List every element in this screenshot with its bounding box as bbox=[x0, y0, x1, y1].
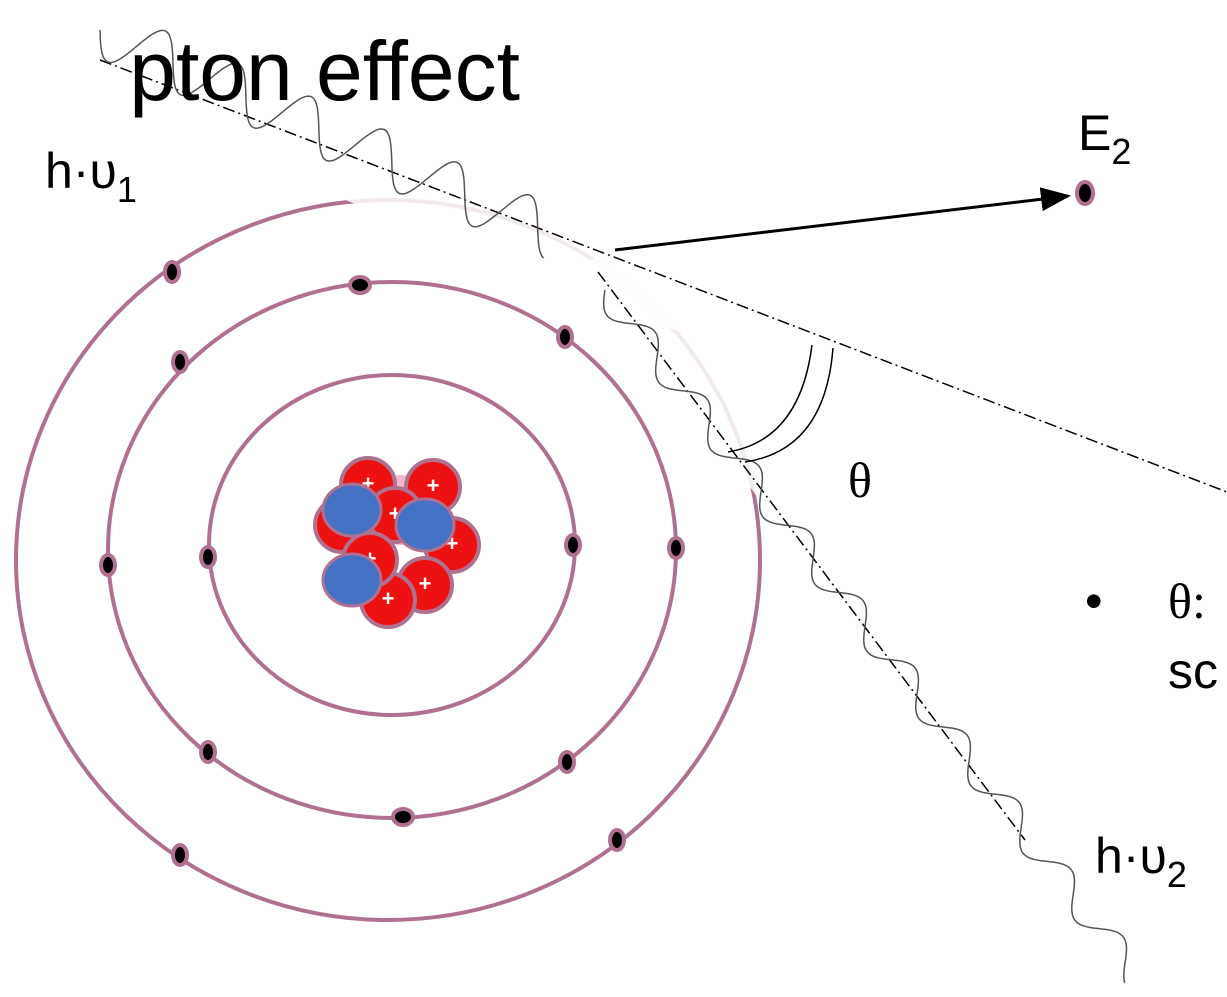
proton-sign: + bbox=[427, 473, 440, 498]
incident-label: h·υ1 bbox=[45, 143, 137, 210]
ejected-electron bbox=[1077, 182, 1093, 204]
angle-label: θ bbox=[848, 452, 872, 508]
title: pton effect bbox=[129, 24, 520, 118]
label-subscript: 1 bbox=[117, 169, 137, 210]
label-text: h·υ bbox=[1095, 828, 1167, 884]
electron bbox=[610, 830, 624, 850]
electron bbox=[101, 555, 115, 575]
neutron bbox=[396, 499, 454, 551]
electron bbox=[201, 742, 215, 762]
nucleus: ++++++++ bbox=[315, 458, 479, 627]
electron bbox=[566, 535, 580, 555]
electron bbox=[165, 262, 179, 282]
neutron bbox=[323, 484, 381, 536]
electron bbox=[173, 845, 187, 865]
label-text: E bbox=[1078, 105, 1111, 161]
electron bbox=[669, 538, 683, 558]
proton-sign: + bbox=[382, 586, 395, 611]
bullet-line: sc bbox=[1168, 643, 1218, 699]
label-subscript: 2 bbox=[1167, 854, 1187, 895]
label-subscript: 2 bbox=[1111, 131, 1131, 172]
electron bbox=[393, 809, 413, 825]
bullet-marker: • bbox=[1085, 573, 1103, 629]
electron bbox=[350, 277, 370, 293]
neutron bbox=[323, 554, 381, 606]
electron-arrow bbox=[615, 196, 1068, 250]
electron bbox=[173, 352, 187, 372]
diagram: ++++++++ pton effect h·υ1 E2 θ h·υ2 • θ:… bbox=[0, 0, 1227, 997]
proton-sign: + bbox=[419, 571, 432, 596]
electron-label: E2 bbox=[1078, 105, 1131, 172]
label-text: h·υ bbox=[45, 143, 117, 199]
electron bbox=[201, 547, 215, 567]
bullet-line: θ: bbox=[1168, 573, 1206, 629]
electron bbox=[560, 752, 574, 772]
electron bbox=[558, 327, 572, 347]
scattered-label: h·υ2 bbox=[1095, 828, 1187, 895]
